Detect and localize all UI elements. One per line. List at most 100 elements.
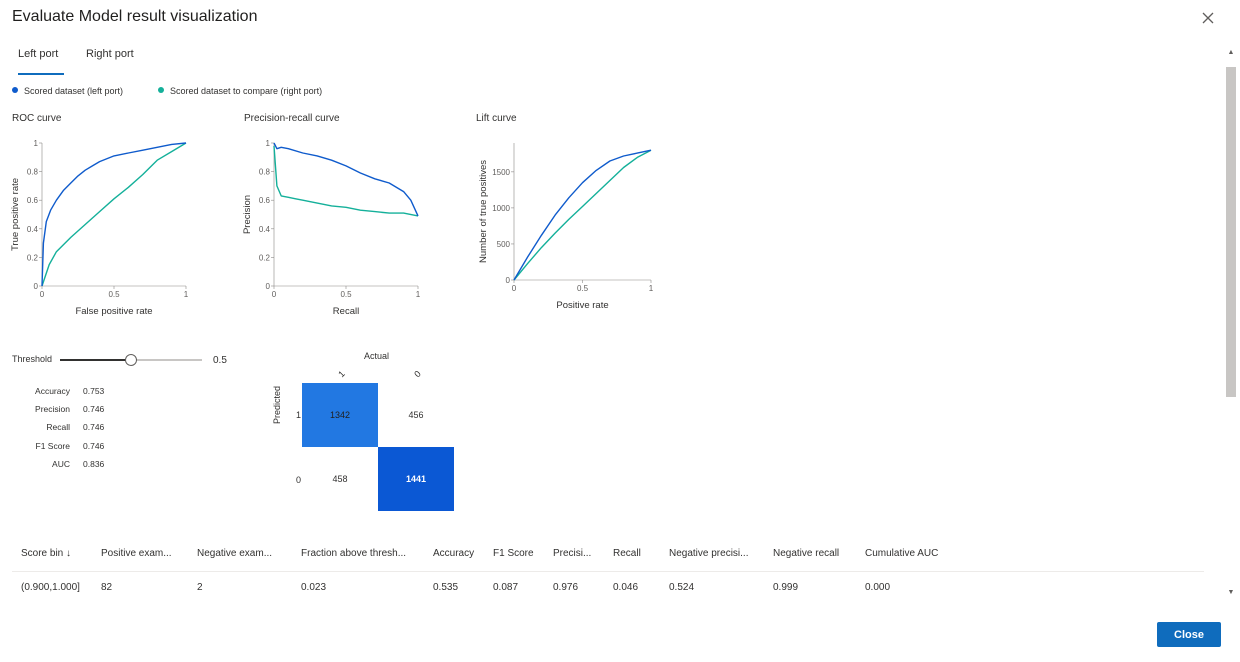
- table-cell: 82: [101, 582, 113, 593]
- metric-value: 0.746: [83, 404, 105, 414]
- vertical-scrollbar[interactable]: ▲ ▼: [1224, 47, 1238, 603]
- metric-value: 0.836: [83, 459, 105, 469]
- column-header-negative-precision[interactable]: Negative precisi...: [669, 548, 749, 559]
- confusion-cell-tn: 1441: [378, 447, 454, 511]
- y-axis-label: Precision: [242, 195, 253, 234]
- y-tick-label: 500: [497, 240, 511, 249]
- tab-right-port-label: Right port: [86, 48, 134, 60]
- confusion-predicted-label: Predicted: [272, 385, 282, 424]
- roc-chart-title: ROC curve: [12, 113, 62, 124]
- table-cell: 0.976: [553, 582, 579, 593]
- column-header-f1-score[interactable]: F1 Score: [493, 548, 534, 559]
- x-tick-label: 1: [184, 290, 189, 299]
- series-line-left-port: [41, 142, 187, 287]
- column-header-negative-recall[interactable]: Negative recall: [773, 548, 840, 559]
- table-cell: 0.046: [613, 582, 639, 593]
- y-tick-label: 0.6: [259, 196, 271, 205]
- confusion-row-label-1: 1: [296, 410, 302, 420]
- column-header-score-bin[interactable]: Score bin ↓: [21, 548, 72, 559]
- scrollbar-thumb[interactable]: [1226, 67, 1236, 397]
- column-header-cumulative-auc[interactable]: Cumulative AUC: [865, 548, 939, 559]
- threshold-label: Threshold: [12, 354, 53, 364]
- threshold-value: 0.5: [213, 355, 227, 366]
- y-axis-label: True positive rate: [10, 178, 21, 251]
- series-line-left-port: [273, 142, 419, 217]
- x-tick-label: 0: [272, 290, 277, 299]
- table-cell: 0.535: [433, 582, 459, 593]
- metric-name: F1 Score: [35, 441, 71, 451]
- table-cell: (0.900,1.000]: [21, 582, 80, 593]
- legend-item-right-port: Scored dataset to compare (right port): [158, 86, 322, 96]
- table-cell: 0.000: [865, 582, 891, 593]
- y-tick-label: 0.6: [27, 196, 39, 205]
- x-tick-label: 0.5: [340, 290, 352, 299]
- confusion-cell-fp: 456: [378, 383, 454, 447]
- table-cell: 0.524: [669, 582, 695, 593]
- lift-chart-title: Lift curve: [476, 113, 517, 124]
- x-tick-label: 0: [512, 284, 517, 293]
- tab-left-port-label: Left port: [18, 48, 59, 60]
- tab-right-port[interactable]: Right port: [86, 48, 134, 60]
- y-tick-label: 0: [266, 282, 271, 291]
- y-axis-label: Number of true positives: [478, 160, 489, 263]
- y-tick-label: 0: [506, 276, 511, 285]
- confusion-actual-label: Actual: [364, 351, 390, 361]
- slider-thumb[interactable]: [125, 354, 137, 366]
- series-line-right-port: [513, 149, 652, 281]
- confusion-cell-fn: 458: [302, 447, 378, 511]
- metric-name: AUC: [52, 459, 70, 469]
- series-line-left-port: [513, 149, 652, 281]
- scroll-down-icon[interactable]: ▼: [1227, 589, 1235, 596]
- dialog-title: Evaluate Model result visualization: [12, 8, 258, 25]
- y-tick-label: 1000: [492, 204, 510, 213]
- confusion-col-label-1: 1: [336, 368, 347, 380]
- x-tick-label: 0.5: [108, 290, 120, 299]
- header-divider: [12, 571, 1204, 572]
- metric-name: Precision: [35, 404, 70, 414]
- series-line-right-port: [273, 145, 419, 217]
- column-header-accuracy[interactable]: Accuracy: [433, 548, 475, 559]
- legend-dot-left: [12, 87, 18, 93]
- metric-value: 0.753: [83, 386, 105, 396]
- metric-value: 0.746: [83, 422, 105, 432]
- column-header-recall[interactable]: Recall: [613, 548, 641, 559]
- y-tick-label: 1: [34, 139, 39, 148]
- x-axis-label: Recall: [333, 306, 359, 317]
- y-tick-label: 0.2: [259, 253, 271, 262]
- legend-item-left-port: Scored dataset (left port): [12, 86, 123, 96]
- y-tick-label: 1500: [492, 168, 510, 177]
- x-tick-label: 1: [416, 290, 421, 299]
- pr-chart-title: Precision-recall curve: [244, 113, 340, 124]
- confusion-col-label-0: 0: [412, 368, 423, 380]
- active-tab-indicator: [18, 73, 64, 75]
- x-tick-label: 0.5: [577, 284, 589, 293]
- y-tick-label: 1: [266, 139, 271, 148]
- table-cell: 0.087: [493, 582, 519, 593]
- column-header-fraction-above-threshold[interactable]: Fraction above thresh...: [301, 548, 407, 559]
- column-header-positive-examples[interactable]: Positive exam...: [101, 548, 172, 559]
- y-tick-label: 0: [34, 282, 39, 291]
- confusion-cell-tp: 1342: [302, 383, 378, 447]
- metric-name: Recall: [46, 422, 70, 432]
- lift-curve-chart: 0 0.5 1 0 500 1000 1500 Positive rate Number of …: [478, 143, 654, 311]
- score-bin-table: Score bin ↓ Positive exam... Negative ex…: [12, 540, 1204, 608]
- table-cell: 2: [197, 582, 203, 593]
- table-cell: 0.023: [301, 582, 327, 593]
- precision-recall-chart: 0 0.5 1 0 0.2 0.4 0.6 0.8 1 Recall Precision: [242, 139, 421, 317]
- legend-dot-right: [158, 87, 164, 93]
- scroll-up-icon[interactable]: ▲: [1227, 49, 1235, 56]
- tab-left-port[interactable]: Left port: [18, 48, 58, 60]
- threshold-slider[interactable]: [60, 352, 202, 368]
- close-button[interactable]: Close: [1157, 622, 1221, 647]
- table-cell: 0.999: [773, 582, 799, 593]
- roc-curve-chart: 0 0.5 1 0 0.2 0.4 0.6 0.8 1 False positive rate Tr…: [10, 139, 189, 317]
- x-tick-label: 0: [40, 290, 45, 299]
- y-tick-label: 0.4: [27, 225, 39, 234]
- column-header-precision[interactable]: Precisi...: [553, 548, 592, 559]
- confusion-row-label-0: 0: [296, 475, 302, 485]
- y-tick-label: 0.4: [259, 225, 271, 234]
- slider-fill: [60, 359, 131, 361]
- close-icon[interactable]: [1198, 8, 1218, 28]
- legend-label-right: Scored dataset to compare (right port): [170, 86, 323, 96]
- column-header-negative-examples[interactable]: Negative exam...: [197, 548, 273, 559]
